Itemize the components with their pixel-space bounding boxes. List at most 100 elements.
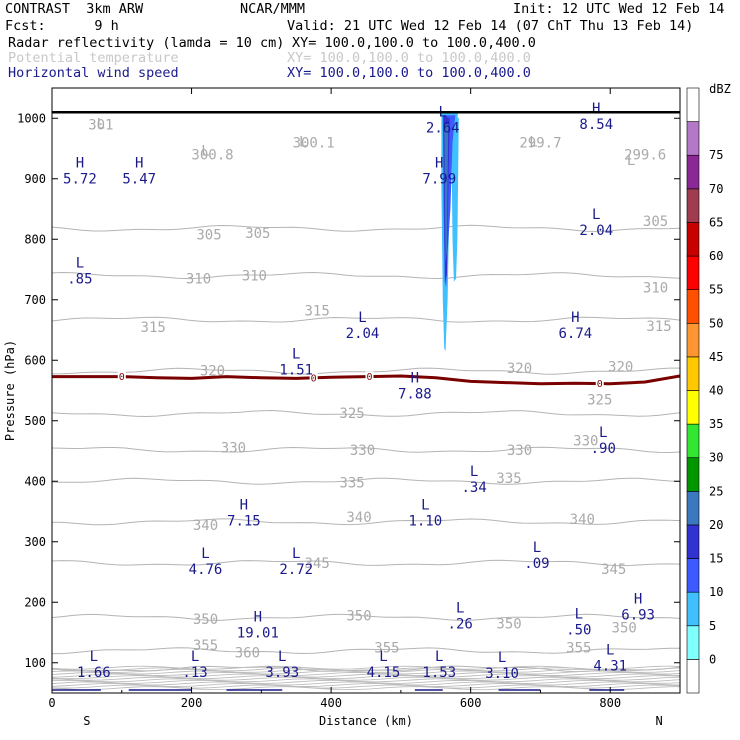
wind-extremum-type: H (571, 310, 579, 326)
wind-extremum-value: .26 (448, 616, 473, 632)
colorbar-tick-label: 70 (709, 182, 723, 196)
wind-extremum: H7.99 (422, 156, 456, 188)
theta-contour-label: 330 (507, 443, 532, 459)
upper-contour-line (52, 678, 680, 683)
theta-contour-line (52, 613, 680, 621)
wind-extremum-value: 2.72 (279, 562, 313, 578)
wind-extremum: L.26 (448, 600, 473, 632)
wind-extremum-type: L (358, 310, 366, 326)
zero-isotherm-label-bg (365, 371, 374, 382)
colorbar: 0 5 10 15 20 25 30 35 40 45 50 55 60 65 70 75 (686, 87, 723, 694)
y-tick-label: 1000 (17, 111, 46, 125)
field-theta-xy: XY= 100.0,100.0 to 100.0,400.0 (287, 50, 531, 66)
wind-extremum-value: 19.01 (237, 625, 279, 641)
theta-contour-label: 345 (601, 562, 626, 578)
wind-extremum-type: L (592, 207, 600, 223)
theta-contour-label: 325 (339, 406, 364, 422)
wind-extremum-value: .34 (462, 480, 487, 496)
x-tick-label: 400 (320, 696, 342, 710)
theta-contour-label: 305 (245, 226, 270, 242)
theta-contour-line (52, 271, 680, 280)
colorbar-swatch (686, 457, 700, 492)
wind-extremum: L.90 (591, 425, 616, 457)
colorbar-tick-label: 20 (709, 518, 723, 532)
theta-contour-label: 320 (507, 361, 532, 377)
theta-contour-label: 350 (496, 616, 521, 632)
wind-extremum-type: L (292, 546, 300, 562)
theta-contour-label: 305 (643, 214, 668, 230)
colorbar-tick-label: 60 (709, 249, 723, 263)
wind-extremum: L1.51 (279, 346, 313, 378)
upper-contour-line (52, 668, 680, 673)
theta-contour-label: 350 (346, 609, 371, 625)
theta-contour-label: 300.8 (191, 148, 233, 164)
wind-extremum-type: H (592, 101, 600, 117)
model-label: CONTRAST 3km ARW (5, 1, 144, 17)
wind-extremum: L4.15 (367, 649, 401, 681)
wind-extremum-value: 1.10 (408, 514, 442, 530)
theta-contour-label: 315 (646, 319, 671, 335)
y-tick-label: 600 (24, 353, 46, 367)
theta-contour-label: 325 (587, 393, 612, 409)
upper-contour-line (52, 665, 680, 670)
theta-contour-label: 340 (346, 510, 371, 526)
theta-contour-label: 345 (305, 556, 330, 572)
theta-contour-layer (52, 224, 680, 673)
theta-contour-label: 310 (242, 269, 267, 285)
wind-extremum: L1.53 (422, 649, 456, 681)
wind-extremum-value: 3.10 (485, 666, 519, 682)
x-axis-left-end-label: S (83, 714, 90, 728)
wind-extremum-value: 4.76 (189, 562, 223, 578)
wind-extremum: H5.72 (63, 156, 97, 188)
x-axis-label: Distance (km) (319, 714, 413, 728)
wind-extremum-type: L (292, 346, 300, 362)
colorbar-swatch (686, 289, 700, 324)
plot-frame (51, 87, 681, 694)
reflectivity-layer (441, 112, 459, 352)
x-tick-label: 200 (181, 696, 203, 710)
theta-contour-label: 320 (608, 359, 633, 375)
theta-contour-line (52, 477, 680, 485)
colorbar-swatch (686, 659, 700, 694)
theta-contour-line (52, 518, 680, 526)
wind-extremum: L3.10 (485, 650, 519, 682)
theta-contour-label: 340 (570, 512, 595, 528)
theta-extremum-marker: L (97, 116, 105, 132)
wind-extremum: L2.64 (426, 104, 460, 136)
x-tick-label: 800 (599, 696, 621, 710)
wind-extremum-type: H (240, 498, 248, 514)
wind-extremum: L.13 (182, 649, 207, 681)
zero-isotherm-label: 0 (119, 372, 125, 383)
x-axis-right-end-label: N (655, 714, 662, 728)
wind-extremum-type: L (76, 256, 84, 272)
wind-extremum-value: 7.88 (398, 386, 432, 402)
y-tick-label: 400 (24, 474, 46, 488)
theta-contour-label: 355 (374, 641, 399, 657)
wind-extremum: L4.31 (593, 643, 627, 675)
wind-extremum: L1.66 (77, 649, 111, 681)
colorbar-tick-label: 65 (709, 215, 723, 229)
theta-contour-label: 330 (573, 434, 598, 450)
upper-contour-line (52, 683, 680, 687)
zero-isotherm-label-bg (595, 378, 604, 389)
theta-contour-label: 315 (305, 304, 330, 320)
theta-contour-label: 315 (141, 320, 166, 336)
wind-extremum: L.09 (524, 540, 549, 572)
wind-extremum: L.85 (67, 256, 92, 288)
theta-contour-line (52, 409, 680, 418)
theta-extremum-marker: L (299, 135, 307, 151)
theta-contour-label: 360 (235, 645, 260, 661)
wind-extremum-value: 2.04 (346, 326, 380, 342)
x-tick-label: 600 (460, 696, 482, 710)
theta-contour-label: 355 (566, 641, 591, 657)
wind-extremum-value: 4.31 (593, 659, 627, 675)
wind-extremum-type: L (606, 643, 614, 659)
wind-extremum-value: 5.72 (63, 172, 97, 188)
colorbar-tick-label: 75 (709, 148, 723, 162)
theta-contour-label: 299.6 (624, 148, 666, 164)
field-reflectivity-xy: XY= 100.0,100.0 to 100.0,400.0 (292, 35, 536, 51)
colorbar-tick-label: 35 (709, 417, 723, 431)
x-tick-label: 0 (48, 696, 55, 710)
wind-extremum-value: .50 (566, 622, 591, 638)
